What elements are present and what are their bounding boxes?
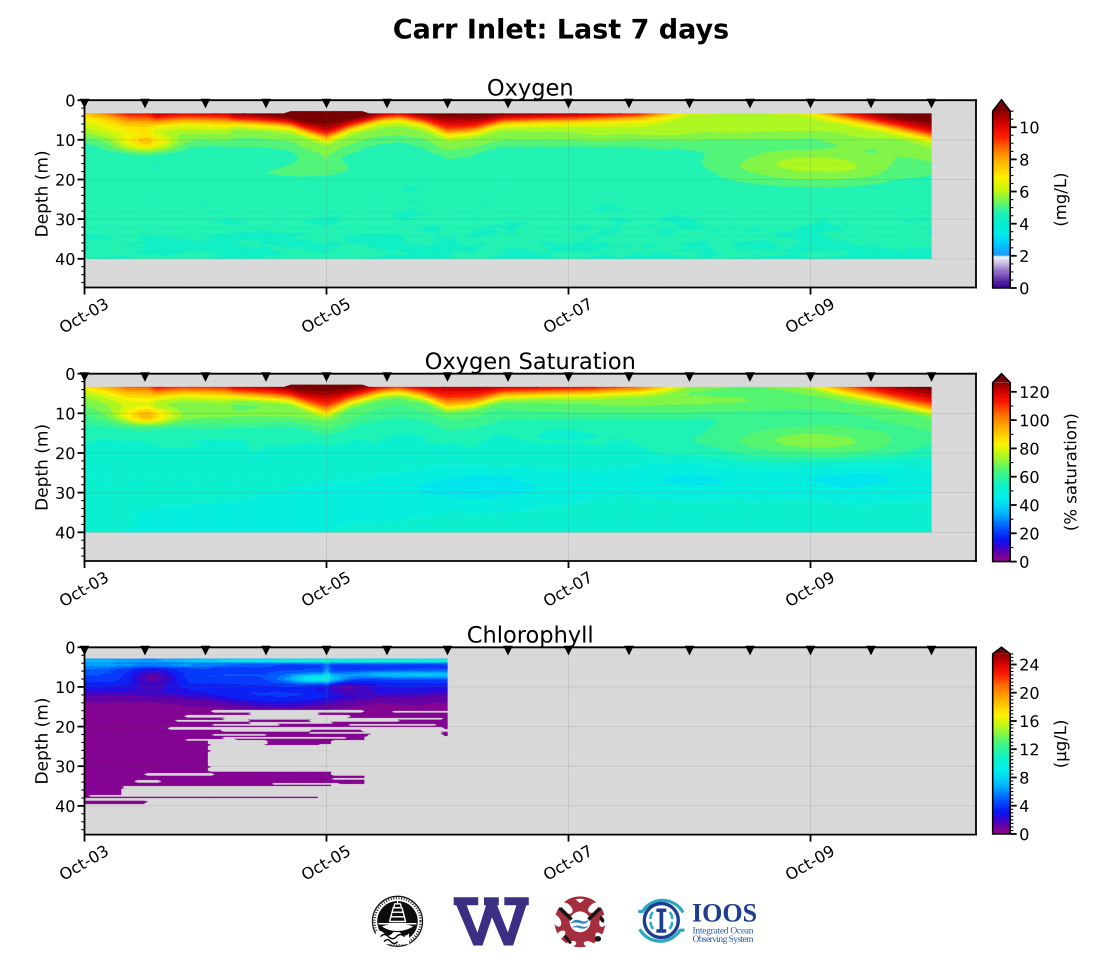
svg-text:Observing System: Observing System bbox=[693, 935, 755, 945]
svg-text:Integrated Ocean: Integrated Ocean bbox=[693, 927, 754, 937]
svg-text:IOOS: IOOS bbox=[692, 899, 757, 928]
